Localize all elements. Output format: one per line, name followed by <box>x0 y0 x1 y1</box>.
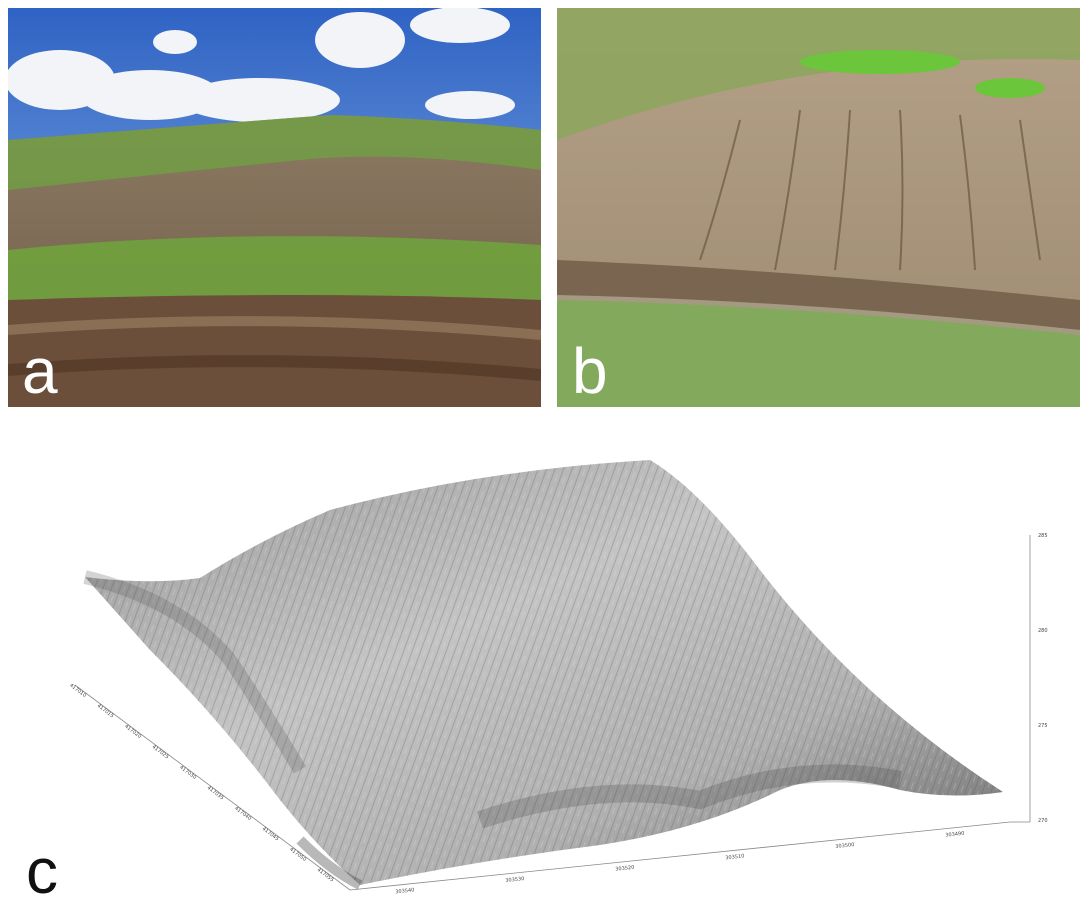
photo-a <box>5 7 541 407</box>
figure: a b 417010 417015 417020 417025 417030 417035… <box>0 0 1081 900</box>
photo-b <box>557 8 1080 407</box>
tick-label: 275 <box>1038 723 1048 729</box>
panel-label: c <box>26 835 58 900</box>
tick-label: 417010 <box>68 683 87 699</box>
tick-label: 280 <box>1038 628 1048 634</box>
tick-label: 417045 <box>261 826 280 842</box>
tick-label: 285 <box>1038 533 1048 539</box>
tick-label: 303540 <box>395 887 415 895</box>
tick-label: 303500 <box>835 842 855 850</box>
panel-label: a <box>22 335 58 407</box>
tick-label: 417030 <box>178 765 197 781</box>
tick-label: 417015 <box>96 703 115 719</box>
tick-label: 303510 <box>725 853 745 861</box>
tick-label: 303490 <box>945 831 965 839</box>
surface <box>85 460 1003 885</box>
tick-label: 270 <box>1038 818 1048 824</box>
tick-label: 417020 <box>123 724 142 740</box>
tick-label: 417025 <box>151 744 170 760</box>
tick-label: 417040 <box>233 806 252 822</box>
tick-label: 303520 <box>615 865 635 873</box>
tick-label: 303530 <box>505 876 525 884</box>
tick-label: 417035 <box>206 785 225 801</box>
panel-label: b <box>572 335 608 407</box>
